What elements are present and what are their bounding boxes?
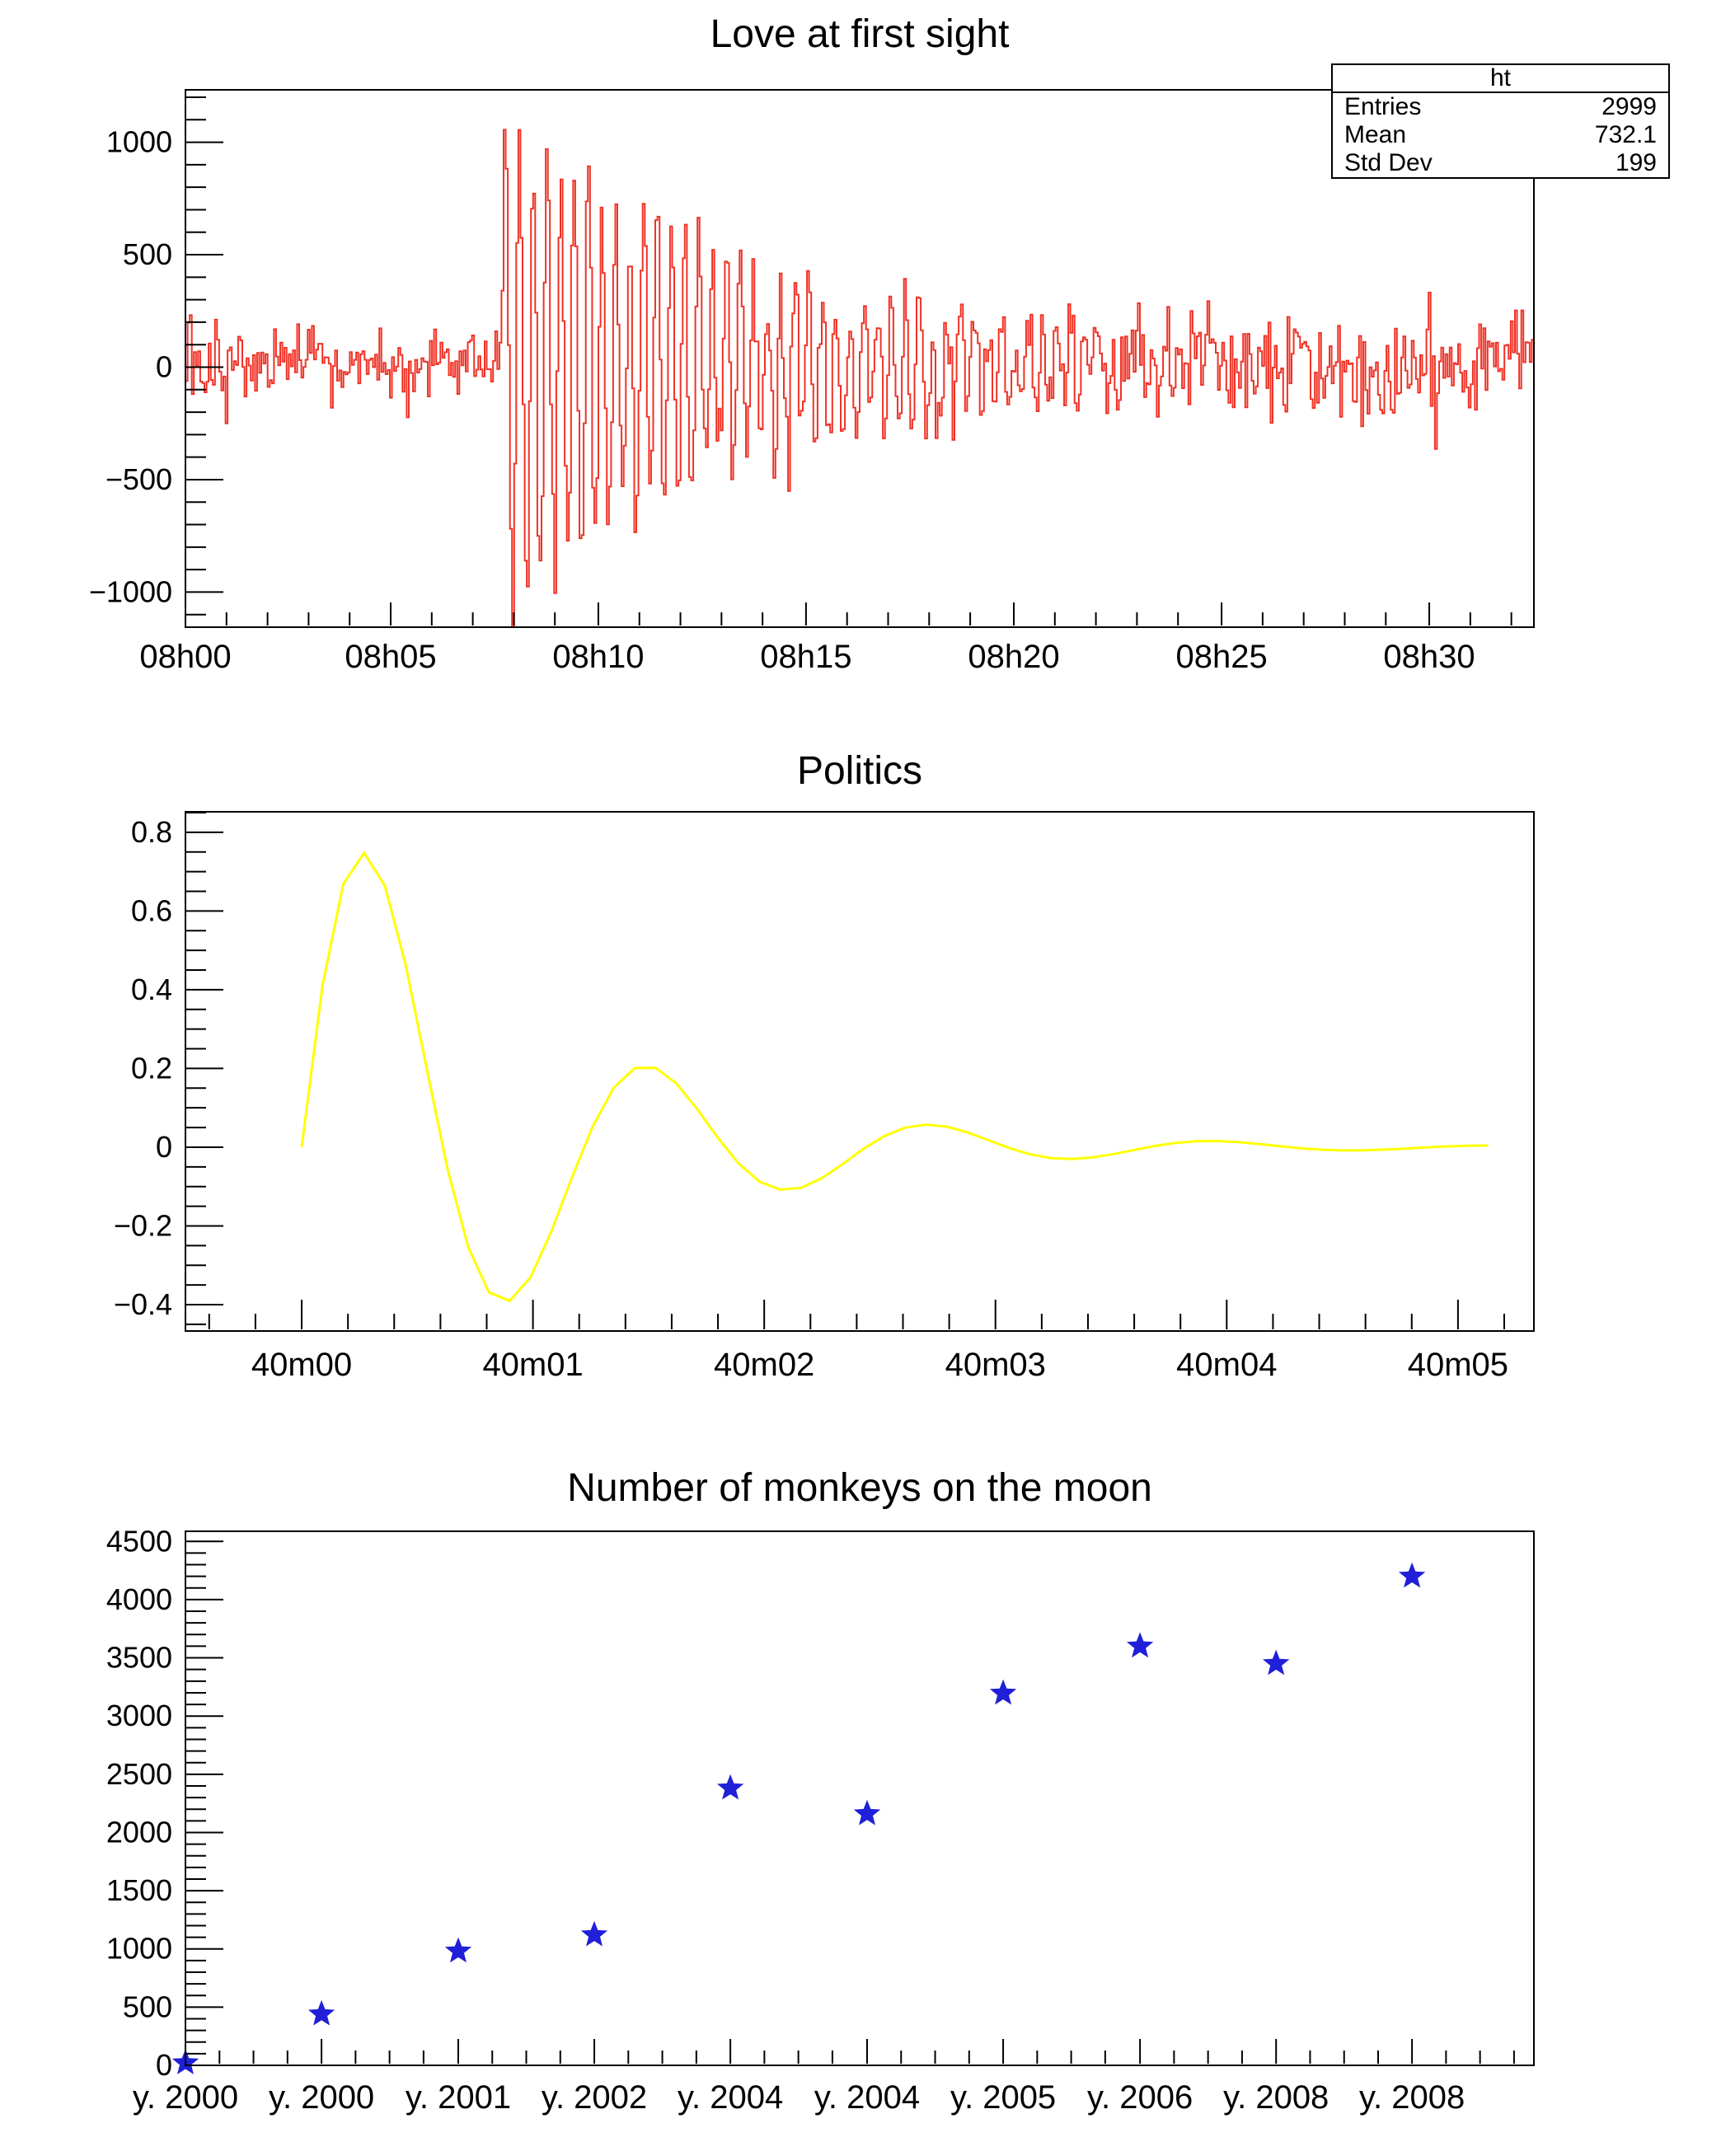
star-marker <box>716 1774 744 1800</box>
y-tick-label: 1500 <box>106 1873 172 1907</box>
x-tick-label: 40m02 <box>714 1347 814 1383</box>
stats-value: 732.1 <box>1594 121 1657 148</box>
stats-row-mean: Mean 732.1 <box>1333 121 1668 149</box>
x-tick-label: 40m00 <box>251 1347 352 1383</box>
y-tick-label: 0.2 <box>131 1051 172 1085</box>
x-tick-label: 08h15 <box>760 639 851 675</box>
y-tick-label: −0.2 <box>114 1208 172 1242</box>
x-tick-label: 08h00 <box>139 639 231 675</box>
x-tick-label: 40m03 <box>945 1347 1046 1383</box>
plot-frame <box>185 89 1535 628</box>
y-tick-label: −500 <box>106 462 172 496</box>
y-tick-label: 0.6 <box>131 893 172 927</box>
y-tick-label: 2000 <box>106 1815 172 1849</box>
star-marker <box>1398 1562 1426 1588</box>
x-tick-label: y. 2005 <box>950 2079 1056 2116</box>
x-tick-label: y. 2000 <box>269 2079 374 2116</box>
y-tick-label: 1000 <box>106 125 172 159</box>
x-tick-label: 40m04 <box>1176 1347 1277 1383</box>
stats-row-entries: Entries 2999 <box>1333 93 1668 121</box>
x-tick-label: 08h05 <box>345 639 436 675</box>
plot-frame <box>185 811 1535 1332</box>
x-tick-label: 08h10 <box>552 639 644 675</box>
x-tick-label: y. 2004 <box>814 2079 920 2116</box>
x-tick-label: 40m01 <box>482 1347 583 1383</box>
y-tick-label: 500 <box>123 237 172 271</box>
x-tick-label: y. 2001 <box>406 2079 511 2116</box>
histogram-series <box>185 129 1534 627</box>
star-marker <box>853 1799 881 1826</box>
y-tick-label: 4000 <box>106 1582 172 1616</box>
y-tick-label: 3000 <box>106 1699 172 1732</box>
stats-row-stddev: Std Dev 199 <box>1333 149 1668 177</box>
y-tick-label: 0 <box>156 2048 172 2082</box>
star-marker <box>444 1937 472 1963</box>
star-marker <box>989 1679 1017 1705</box>
stats-label: Entries <box>1344 93 1422 120</box>
damped-sine-curve <box>300 851 1489 1303</box>
y-tick-label: 4500 <box>106 1524 172 1558</box>
y-tick-label: −1000 <box>89 574 172 608</box>
plot-frame <box>185 1530 1535 2066</box>
y-tick-label: 3500 <box>106 1641 172 1675</box>
stats-value: 199 <box>1615 149 1657 176</box>
x-tick-label: 08h30 <box>1383 639 1475 675</box>
star-marker <box>307 1999 335 2026</box>
stats-value: 2999 <box>1601 93 1657 120</box>
x-tick-label: 40m05 <box>1408 1347 1508 1383</box>
x-tick-label: 08h25 <box>1175 639 1267 675</box>
y-tick-label: 0.4 <box>131 973 172 1006</box>
star-marker <box>580 1920 608 1947</box>
star-marker <box>1263 1649 1290 1676</box>
stats-box: ht Entries 2999 Mean 732.1 Std Dev 199 <box>1331 63 1670 179</box>
x-tick-label: y. 2002 <box>542 2079 647 2116</box>
x-tick-label: y. 2006 <box>1087 2079 1193 2116</box>
star-marker <box>1127 1632 1154 1658</box>
stats-label: Std Dev <box>1344 149 1433 176</box>
y-tick-label: 0.8 <box>131 815 172 849</box>
x-tick-label: y. 2008 <box>1223 2079 1329 2116</box>
y-tick-label: 0 <box>156 350 172 384</box>
x-tick-label: y. 2008 <box>1359 2079 1465 2116</box>
pad1-title: Love at first sight <box>710 12 1010 56</box>
y-tick-label: 500 <box>123 1990 172 2023</box>
y-tick-label: −0.4 <box>114 1287 172 1321</box>
stats-label: Mean <box>1344 121 1407 148</box>
pad2-title: Politics <box>796 749 923 793</box>
y-tick-label: 0 <box>156 1130 172 1164</box>
stats-box-title: ht <box>1333 65 1668 93</box>
y-tick-label: 2500 <box>106 1757 172 1791</box>
pad3-title: Number of monkeys on the moon <box>567 1466 1152 1510</box>
x-tick-label: y. 2000 <box>133 2079 238 2116</box>
y-tick-label: 1000 <box>106 1932 172 1966</box>
x-tick-label: y. 2004 <box>678 2079 783 2116</box>
x-tick-label: 08h20 <box>968 639 1059 675</box>
